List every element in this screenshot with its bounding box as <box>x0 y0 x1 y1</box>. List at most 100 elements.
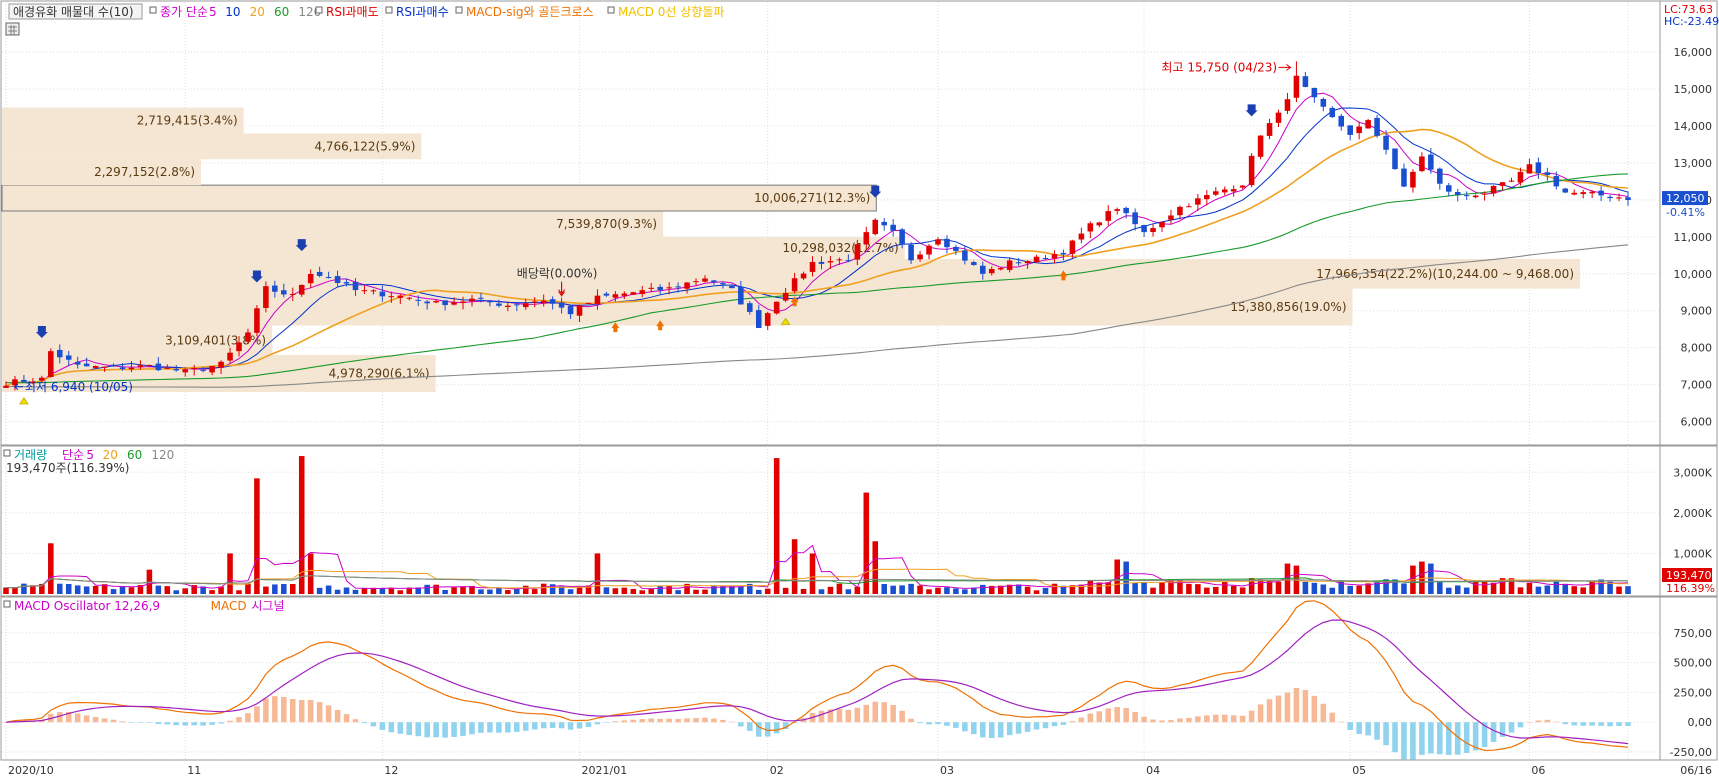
macd-oscillator-bar <box>325 705 332 723</box>
candle-body <box>496 303 502 306</box>
candle-body <box>953 246 959 251</box>
volume-bar <box>890 585 896 594</box>
candle-body <box>30 381 36 384</box>
macd-oscillator-bar <box>899 710 905 723</box>
candle-body <box>325 277 332 279</box>
macd-oscillator-bar <box>1051 722 1058 727</box>
volume-bar <box>1616 586 1622 594</box>
macd-oscillator-bar <box>1033 722 1040 730</box>
candle-body <box>791 278 798 292</box>
macd-oscillator-bar <box>1069 721 1076 723</box>
volume-bar <box>1150 587 1156 594</box>
candle-body <box>433 300 439 303</box>
volume-bar <box>648 588 654 594</box>
volume-bar <box>263 586 269 594</box>
volume-bar <box>1562 584 1569 594</box>
candle-body <box>1589 191 1595 194</box>
macd-oscillator-bar <box>379 722 386 730</box>
zero-line-cross-arrow-icon <box>780 317 791 325</box>
macd-oscillator-bar <box>1598 722 1604 726</box>
volume-bar <box>1114 559 1120 594</box>
chart-settings-button[interactable] <box>5 22 20 36</box>
macd-oscillator-bar <box>1589 722 1595 726</box>
volume-bar <box>639 590 646 594</box>
candle-body <box>764 313 771 326</box>
ma-20-line <box>5 128 1629 387</box>
volume-bar <box>155 585 162 594</box>
macd-oscillator-bar <box>522 722 529 731</box>
candle-body <box>881 221 887 226</box>
macd-oscillator-bar <box>451 722 457 737</box>
macd-oscillator-bar <box>1159 720 1165 723</box>
min-arrow-icon <box>13 383 23 391</box>
time-tick-label: 06 <box>1531 764 1545 777</box>
macd-oscillator-bar <box>1365 722 1371 736</box>
volume-bar <box>1230 585 1237 594</box>
macd-oscillator-bar <box>881 702 887 723</box>
volume-profile-label: 2,719,415(3.4%) <box>137 113 238 127</box>
volume-bar <box>289 584 296 594</box>
macd-oscillator-bar <box>944 722 950 726</box>
macd-oscillator-bar <box>1401 722 1407 760</box>
volume-bar <box>962 589 968 594</box>
macd-oscillator-bar <box>1042 722 1049 729</box>
volume-panel-toggle[interactable] <box>3 449 11 457</box>
macd-oscillator-bar <box>594 722 601 725</box>
macd-oscillator-bar <box>307 700 314 723</box>
candle-body <box>1598 190 1604 196</box>
macd-oscillator-bar <box>997 722 1004 738</box>
macd-oscillator-bar <box>487 722 493 733</box>
volume-bar <box>971 587 977 594</box>
macd-oscillator-bar <box>1015 722 1022 734</box>
macd-oscillator-bar <box>1544 719 1551 723</box>
macd-oscillator-bar <box>773 722 780 734</box>
volume-bar <box>531 589 538 594</box>
volume-ma-20-line <box>5 568 1629 589</box>
macd-oscillator-bar <box>1230 715 1237 723</box>
candle-body <box>980 265 986 274</box>
macd-oscillator-bar <box>531 722 538 730</box>
macd-line <box>5 600 1629 752</box>
candle-body <box>890 224 896 231</box>
volume-bar <box>675 590 681 594</box>
volume-bar <box>621 587 628 594</box>
candle-body <box>469 298 475 302</box>
legend-item: RSI과매도 <box>326 5 379 19</box>
candle-body <box>675 286 681 288</box>
candle-body <box>1239 185 1246 188</box>
signal-line <box>5 619 1629 745</box>
macd-oscillator-bar <box>1562 722 1569 725</box>
macd-oscillator-bar <box>1275 695 1282 723</box>
macd-oscillator-bar <box>1087 713 1094 723</box>
last-volume-ratio: 116.39% <box>1666 582 1715 595</box>
volume-bar <box>1069 585 1076 594</box>
volume-bar <box>514 588 520 594</box>
volume-bar <box>1589 580 1595 594</box>
macd-oscillator-bar <box>1437 722 1443 755</box>
macd-oscillator-bar <box>1266 699 1273 723</box>
candle-body <box>711 280 717 283</box>
legend-item: 시그널 <box>251 599 284 613</box>
golden-cross-arrow-icon <box>790 296 799 307</box>
candle-body <box>1230 189 1237 192</box>
legend-item: 20 <box>250 5 265 19</box>
volume-bar <box>863 492 870 594</box>
candle-body <box>281 290 287 295</box>
volume-bar <box>128 587 135 594</box>
volume-bar <box>281 584 287 594</box>
candle-body <box>1105 211 1112 221</box>
macd-oscillator-bar <box>74 713 81 723</box>
volume-profile-bar <box>2 159 202 186</box>
volume-bar <box>1365 583 1371 594</box>
volume-bar <box>343 587 350 594</box>
volume-bar <box>21 583 27 594</box>
macd-panel-toggle[interactable] <box>3 600 11 608</box>
title-box[interactable] <box>8 3 143 20</box>
legend-item: 60 <box>127 448 142 462</box>
volume-bar <box>1383 579 1389 594</box>
candle-body <box>1437 168 1443 184</box>
candle-body <box>1293 75 1300 98</box>
volume-bar <box>1311 582 1318 594</box>
candle-body <box>1186 206 1192 208</box>
